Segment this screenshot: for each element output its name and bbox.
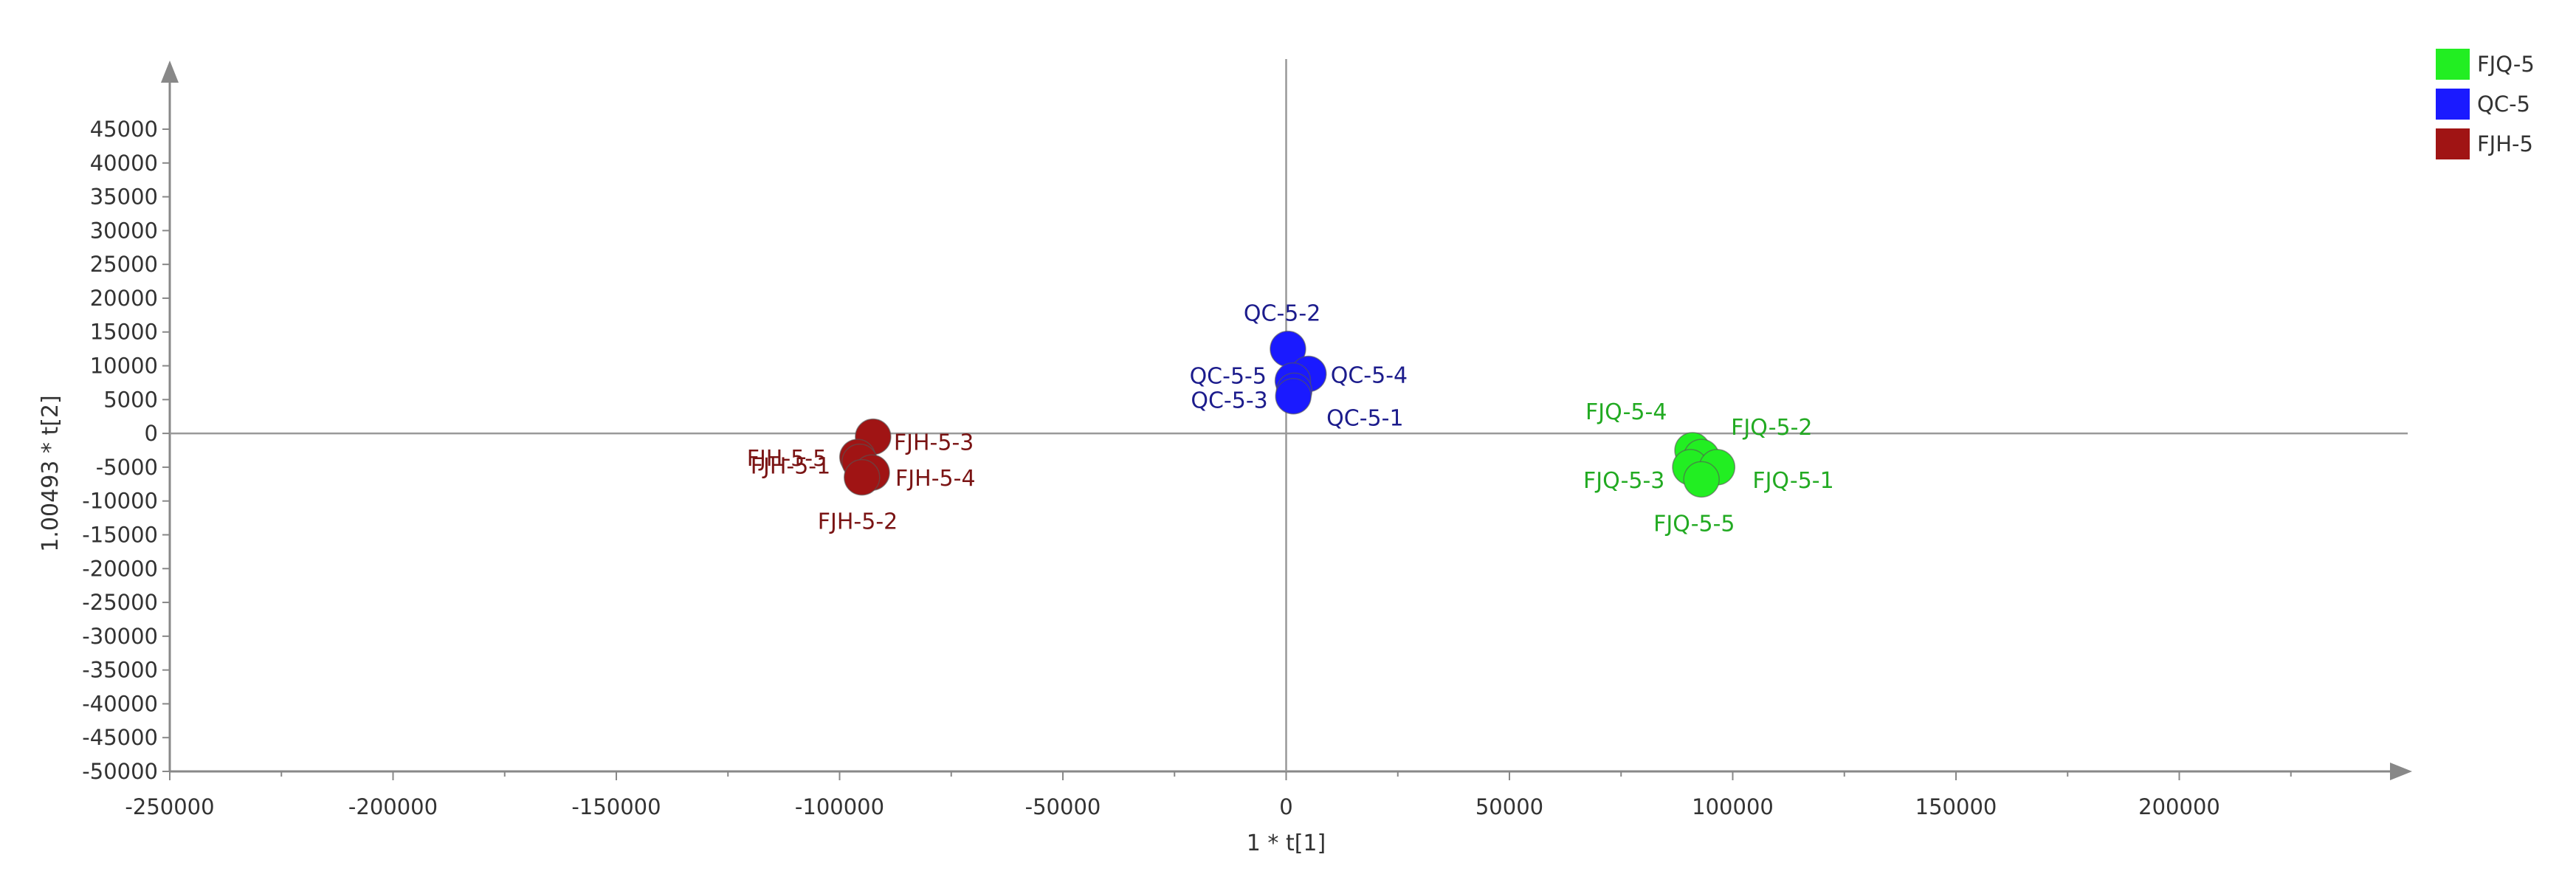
axes — [161, 59, 2412, 780]
y-axis-title: 1.00493 * t[2] — [38, 395, 63, 551]
legend-item-fjh-5: FJH-5 — [2436, 124, 2535, 164]
data-point-fjh-5-2 — [844, 458, 881, 496]
y-axis-ticks: 45000 40000 35000 30000 25000 20000 15000 10000… — [82, 117, 170, 784]
y-tick-label: -30000 — [82, 624, 158, 649]
x-tick-label: -100000 — [795, 794, 884, 819]
data-point-labels: FJQ-5-4 FJQ-5-2 FJQ-5-3 FJQ-5-1 FJQ-5-5 QC-5-… — [747, 301, 1834, 537]
y-tick-label: 40000 — [90, 151, 158, 176]
legend-item-fjq-5: FJQ-5 — [2436, 44, 2535, 84]
legend-label: QC-5 — [2477, 92, 2530, 117]
legend-item-qc-5: QC-5 — [2436, 84, 2535, 124]
data-label-fjh-5-2: FJH-5-2 — [818, 509, 898, 535]
data-label-qc-5-5: QC-5-5 — [1190, 364, 1267, 390]
y-tick-label: 20000 — [90, 286, 158, 311]
data-label-fjq-5-4: FJQ-5-4 — [1585, 399, 1667, 425]
legend-swatch — [2436, 49, 2470, 80]
x-tick-label: 150000 — [1915, 794, 1997, 819]
y-tick-label: 35000 — [90, 185, 158, 210]
x-axis-arrow — [2390, 763, 2412, 780]
data-label-fjh-5-5: FJH-5-5 — [747, 446, 827, 472]
y-tick-label: 45000 — [90, 117, 158, 142]
y-tick-label: 25000 — [90, 252, 158, 277]
x-tick-label: 100000 — [1692, 794, 1774, 819]
y-tick-label: 30000 — [90, 218, 158, 243]
data-label-fjq-5-1: FJQ-5-1 — [1752, 468, 1833, 494]
legend: FJQ-5 QC-5 FJH-5 — [2436, 44, 2535, 164]
y-tick-label: 15000 — [90, 320, 158, 345]
y-tick-label: -10000 — [82, 489, 158, 514]
x-tick-label: 200000 — [2138, 794, 2220, 819]
data-label-fjh-5-1: FJH-5-1 — [751, 454, 831, 480]
y-tick-label: 0 — [145, 421, 158, 446]
legend-swatch — [2436, 89, 2470, 120]
y-tick-label: -45000 — [82, 725, 158, 750]
data-label-fjh-5-3: FJH-5-3 — [894, 430, 974, 456]
legend-label: FJQ-5 — [2477, 52, 2535, 77]
x-tick-label: -200000 — [348, 794, 438, 819]
data-label-qc-5-1: QC-5-1 — [1326, 406, 1403, 432]
x-tick-label: -150000 — [571, 794, 661, 819]
data-label-qc-5-3: QC-5-3 — [1191, 388, 1267, 413]
y-tick-label: -25000 — [82, 590, 158, 615]
x-tick-label: 0 — [1279, 794, 1292, 819]
data-label-fjh-5-4: FJH-5-4 — [895, 466, 976, 492]
data-label-fjq-5-5: FJQ-5-5 — [1653, 511, 1735, 537]
y-tick-label: -20000 — [82, 556, 158, 581]
legend-swatch — [2436, 128, 2470, 159]
y-axis-arrow — [161, 61, 179, 83]
x-axis-ticks: -250000 -200000 -150000 -100000 -50000 0 50000… — [125, 771, 2292, 819]
x-tick-label: -250000 — [125, 794, 214, 819]
y-tick-label: -35000 — [82, 658, 158, 683]
data-points — [838, 330, 1736, 498]
data-label-qc-5-4: QC-5-4 — [1331, 363, 1408, 389]
y-tick-label: 5000 — [103, 387, 158, 412]
y-tick-label: -5000 — [96, 455, 158, 480]
y-tick-label: -40000 — [82, 691, 158, 716]
data-label-qc-5-2: QC-5-2 — [1244, 301, 1320, 327]
data-point-qc-5-1 — [1275, 377, 1312, 415]
y-tick-label: -15000 — [82, 522, 158, 547]
data-label-fjq-5-2: FJQ-5-2 — [1731, 415, 1812, 441]
data-label-fjq-5-3: FJQ-5-3 — [1583, 468, 1664, 494]
y-tick-label: 10000 — [90, 354, 158, 379]
data-point-fjq-5-5 — [1683, 461, 1720, 498]
x-tick-label: 50000 — [1475, 794, 1543, 819]
legend-label: FJH-5 — [2477, 131, 2533, 156]
y-tick-label: -50000 — [82, 759, 158, 784]
x-axis-title: 1 * t[1] — [1247, 830, 1326, 856]
x-tick-label: -50000 — [1025, 794, 1101, 819]
